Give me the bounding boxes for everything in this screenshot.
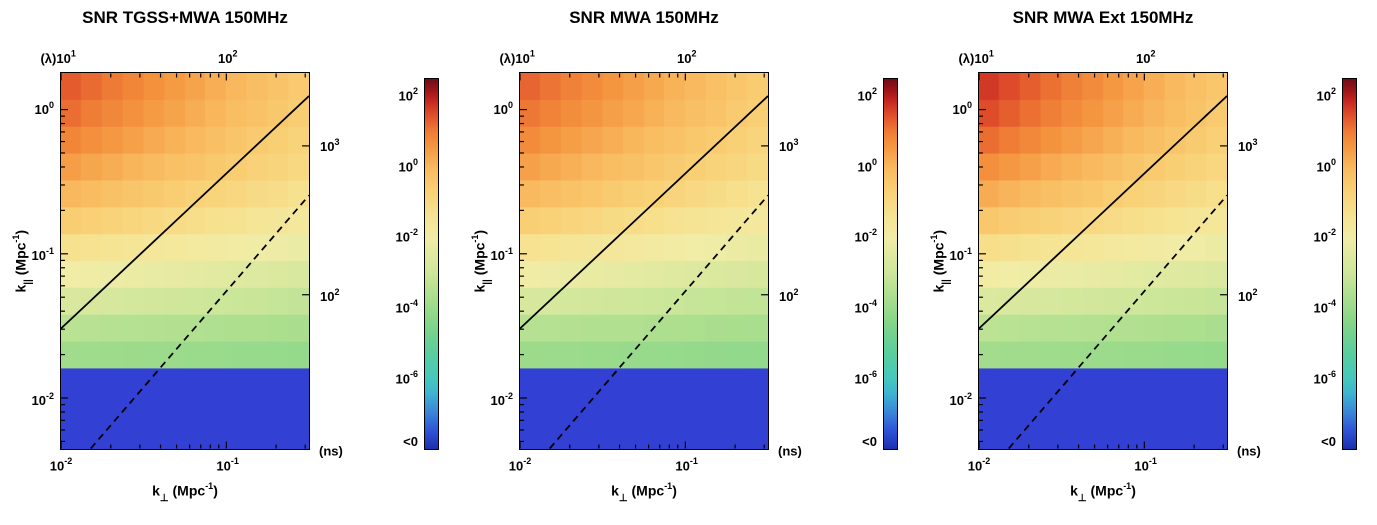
tick-label: 10-2 [949, 390, 972, 409]
tick-label: 10-4 [1313, 298, 1336, 316]
y-axis-label: k|| (Mpc-1) [469, 229, 494, 293]
tick-label: 100 [398, 156, 418, 174]
axes-overlay [978, 73, 1228, 450]
tick-label: (λ)101 [40, 48, 76, 66]
tick-label: 100 [34, 100, 54, 118]
tick-label: 102 [398, 85, 418, 104]
axes-overlay [519, 73, 769, 450]
colorbar-below-zero-label: <0 [862, 434, 877, 449]
tick-label: 102 [1136, 48, 1156, 66]
heatmap-plot: 10-2 10-1 100 10-1 10-2 (λ)101 102 103 102 (ns) [950, 49, 1261, 472]
x-axis-label: k⊥ (Mpc-1) [152, 481, 218, 505]
panel-snr-tgss-mwa: SNR TGSS+MWA 150MHz k|| (Mpc-1) 10-2 10-1… [0, 0, 459, 525]
colorbar-ticks: 102 100 10-2 10-4 10-6 <0 [330, 78, 418, 450]
tick-label: 10-1 [31, 245, 54, 263]
tick-label: 103 [1238, 136, 1258, 155]
tick-label: 103 [779, 136, 799, 155]
tick-label: 10-2 [1313, 227, 1336, 245]
right-axis-unit-label: (ns) [319, 443, 343, 459]
panel-title: SNR TGSS+MWA 150MHz [82, 8, 288, 27]
tick-label: 100 [493, 100, 513, 118]
axes-overlay [60, 73, 310, 450]
tick-label: 10-4 [854, 298, 877, 316]
heatmap-plot: 10-2 10-1 100 10-1 10-2 (λ)101 102 103 102 (ns) [491, 49, 802, 472]
tick-label: 102 [320, 286, 340, 305]
tick-label: 10-2 [854, 227, 877, 245]
tick-label: 10-1 [216, 456, 239, 474]
tick-label: 10-6 [854, 369, 877, 387]
tick-label: (λ)101 [499, 48, 535, 66]
tick-label: 10-4 [395, 298, 418, 316]
tick-label: 102 [677, 48, 697, 66]
tick-label: 100 [952, 100, 972, 118]
heatmap-plot: 10-2 10-1 100 10-1 10-2 (λ)101 102 103 102 (ns) [32, 49, 343, 472]
panel-snr-mwa-ext: SNR MWA Ext 150MHz k|| (Mpc-1) 10-2 10-1 1… [918, 0, 1377, 525]
y-axis-label: k|| (Mpc-1) [928, 229, 953, 293]
tick-label: 103 [320, 136, 340, 155]
tick-label: 102 [1316, 85, 1336, 104]
tick-label: 100 [1316, 156, 1336, 174]
tick-label: 10-2 [490, 390, 513, 409]
right-axis-unit-label: (ns) [1237, 443, 1261, 459]
tick-label: 10-1 [675, 456, 698, 474]
tick-label: 10-1 [1134, 456, 1157, 474]
colorbar [1342, 78, 1357, 450]
tick-label: 102 [1238, 286, 1258, 305]
colorbar-below-zero-label: <0 [1321, 434, 1336, 449]
tick-label: (λ)101 [958, 48, 994, 66]
colorbar-ticks: 102 100 10-2 10-4 10-6 <0 [1248, 78, 1336, 450]
tick-label: 10-1 [949, 245, 972, 263]
tick-label: 10-2 [31, 390, 54, 409]
x-axis-label: k⊥ (Mpc-1) [1070, 481, 1136, 505]
tick-label: 10-2 [395, 227, 418, 245]
panel-title: SNR MWA 150MHz [569, 8, 719, 27]
y-axis-label: k|| (Mpc-1) [10, 229, 35, 293]
colorbar-ticks: 102 100 10-2 10-4 10-6 <0 [789, 78, 877, 450]
right-axis-unit-label: (ns) [778, 443, 802, 459]
tick-label: 10-2 [508, 456, 532, 474]
tick-label: 100 [857, 156, 877, 174]
tick-label: 10-2 [967, 456, 991, 474]
tick-label: 10-1 [490, 245, 513, 263]
tick-label: 10-6 [1313, 369, 1336, 387]
tick-label: 102 [218, 48, 238, 66]
tick-label: 102 [857, 85, 877, 104]
colorbar [424, 78, 439, 450]
colorbar [883, 78, 898, 450]
x-axis-label: k⊥ (Mpc-1) [611, 481, 677, 505]
colorbar-below-zero-label: <0 [403, 434, 418, 449]
panel-title: SNR MWA Ext 150MHz [1012, 8, 1194, 27]
tick-label: 10-2 [49, 456, 73, 474]
tick-label: 10-6 [395, 369, 418, 387]
tick-label: 102 [779, 286, 799, 305]
panel-snr-mwa: SNR MWA 150MHz k|| (Mpc-1) 10-2 10-1 100 10… [459, 0, 918, 525]
